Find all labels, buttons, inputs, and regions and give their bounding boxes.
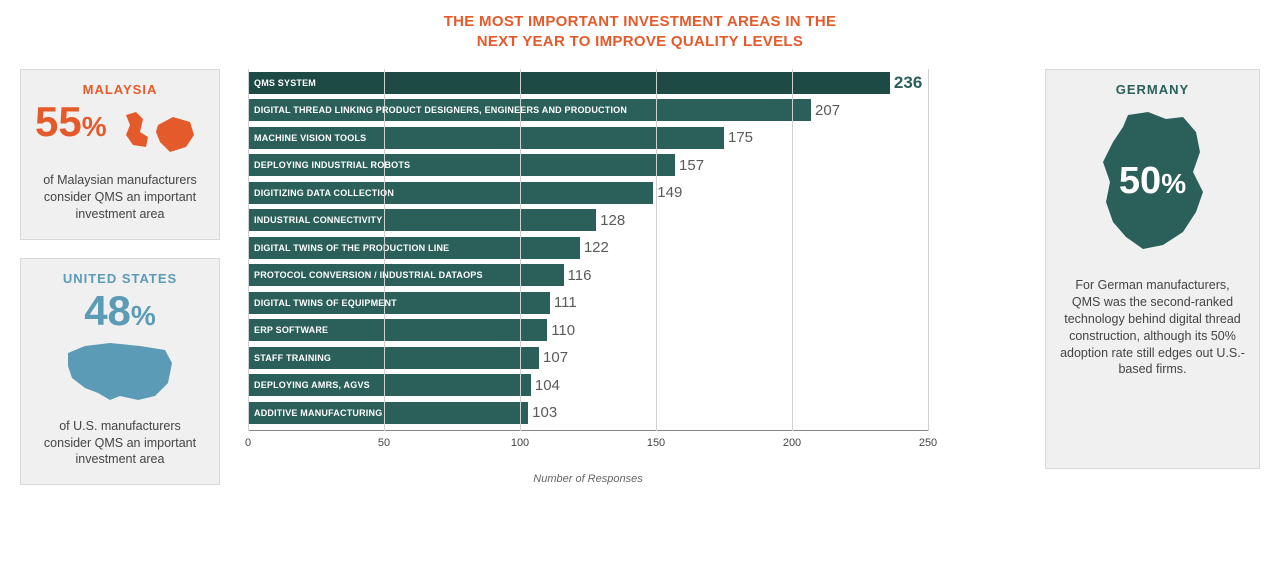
bar: DEPLOYING INDUSTRIAL ROBOTS157 [248, 154, 675, 176]
bar-label: MACHINE VISION TOOLS [248, 133, 366, 143]
title-line-1: THE MOST IMPORTANT INVESTMENT AREAS IN T… [444, 13, 837, 30]
chart-area: 0 50 100 150 200 250 QMS SYSTEM 236 DIGITAL THR… [238, 69, 1027, 499]
bar-label: INDUSTRIAL CONNECTIVITY [248, 215, 382, 225]
us-pct-num: 48 [84, 287, 131, 334]
us-map-icon [35, 338, 205, 408]
right-column: GERMANY 50% For German manufacturers, QM… [1045, 69, 1260, 499]
bar-row: MACHINE VISION TOOLS 175 [248, 124, 928, 152]
bar-row: DEPLOYING INDUSTRIAL ROBOTS 157 [248, 152, 928, 180]
bar-value: 236 [894, 73, 922, 93]
bar-row: DIGITAL TWINS OF EQUIPMENT 111 [248, 289, 928, 317]
malaysia-pct: 55% [35, 101, 107, 143]
bar-value: 207 [815, 102, 840, 119]
malaysia-pct-num: 55 [35, 98, 82, 145]
x-tick-label: 200 [783, 437, 801, 449]
bar: ADDITIVE MANUFACTURING103 [248, 402, 528, 424]
bar-row: STAFF TRAINING 107 [248, 344, 928, 372]
bar-value: 110 [551, 322, 575, 339]
x-tick-label: 100 [511, 437, 529, 449]
us-text: of U.S. manufacturers consider QMS an im… [35, 418, 205, 469]
bar-label: STAFF TRAINING [248, 353, 331, 363]
bar-chart: 050100150200250 QMS SYSTEM236DIGITAL THR… [248, 69, 928, 499]
x-tick-label: 150 [647, 437, 665, 449]
grid-line [384, 69, 385, 431]
malaysia-pct-sign: % [82, 111, 107, 142]
x-tick-label: 0 [245, 437, 251, 449]
bar-label: ERP SOFTWARE [248, 325, 328, 335]
bar-row: PROTOCOL CONVERSION / INDUSTRIAL DATAOPS… [248, 262, 928, 290]
germany-pct-num: 50 [1119, 160, 1161, 202]
germany-pct: 50% [1088, 162, 1218, 200]
malaysia-text: of Malaysian manufacturers consider QMS … [35, 172, 205, 223]
malaysia-card: MALAYSIA 55% of Malaysian manufacturers … [20, 69, 220, 240]
grid-line [928, 69, 929, 431]
bar: DIGITIZING DATA COLLECTION149 [248, 182, 653, 204]
germany-text: For German manufacturers, QMS was the se… [1060, 277, 1245, 378]
bar: DIGITAL TWINS OF EQUIPMENT111 [248, 292, 550, 314]
germany-pct-sign: % [1161, 168, 1186, 199]
bar: STAFF TRAINING107 [248, 347, 539, 369]
bar-value: 128 [600, 212, 625, 229]
bar-row: ADDITIVE MANUFACTURING 103 [248, 399, 928, 427]
x-axis: 050100150200250 [248, 431, 928, 461]
bar-label: PROTOCOL CONVERSION / INDUSTRIAL DATAOPS [248, 270, 483, 280]
malaysia-country-label: MALAYSIA [35, 82, 205, 97]
us-pct: 48% [84, 290, 156, 332]
bar-label: DIGITAL THREAD LINKING PRODUCT DESIGNERS… [248, 105, 627, 115]
bar-row: DEPLOYING AMRS, AGVS 104 [248, 372, 928, 400]
bar-label: QMS SYSTEM [248, 78, 316, 88]
bar: QMS SYSTEM236 [248, 72, 890, 94]
bar-label: DIGITIZING DATA COLLECTION [248, 188, 394, 198]
bar-label: ADDITIVE MANUFACTURING [248, 408, 382, 418]
bar-value: 116 [568, 267, 592, 284]
grid-line [248, 69, 249, 431]
bar-label: DIGITAL TWINS OF EQUIPMENT [248, 298, 397, 308]
bar: DIGITAL TWINS OF THE PRODUCTION LINE122 [248, 237, 580, 259]
bar-row: DIGITIZING DATA COLLECTION 149 [248, 179, 928, 207]
bar-value: 122 [584, 239, 609, 256]
bar-value: 103 [532, 404, 557, 421]
infographic-root: THE MOST IMPORTANT INVESTMENT AREAS IN T… [0, 0, 1280, 574]
germany-map-icon: 50% [1088, 107, 1218, 257]
bar-row: DIGITAL THREAD LINKING PRODUCT DESIGNERS… [248, 97, 928, 125]
x-axis-title: Number of Responses [248, 473, 928, 485]
bar-row: QMS SYSTEM 236 [248, 69, 928, 97]
bar-label: DIGITAL TWINS OF THE PRODUCTION LINE [248, 243, 449, 253]
bar: DIGITAL THREAD LINKING PRODUCT DESIGNERS… [248, 99, 811, 121]
bar: MACHINE VISION TOOLS175 [248, 127, 724, 149]
bar-value: 149 [657, 184, 682, 201]
x-tick-label: 250 [919, 437, 937, 449]
bar-value: 175 [728, 129, 753, 146]
bar-value: 107 [543, 349, 568, 366]
malaysia-map-icon [118, 107, 198, 162]
left-column: MALAYSIA 55% of Malaysian manufacturers … [20, 69, 220, 499]
bar-row: ERP SOFTWARE 110 [248, 317, 928, 345]
us-card: UNITED STATES 48% of U.S. manufacturers … [20, 258, 220, 486]
grid-line [792, 69, 793, 431]
bar-row: DIGITAL TWINS OF THE PRODUCTION LINE 122 [248, 234, 928, 262]
us-pct-sign: % [131, 300, 156, 331]
bar-label: DEPLOYING AMRS, AGVS [248, 380, 370, 390]
bar: INDUSTRIAL CONNECTIVITY128 [248, 209, 596, 231]
grid-line [520, 69, 521, 431]
x-tick-label: 50 [378, 437, 390, 449]
bar-label: DEPLOYING INDUSTRIAL ROBOTS [248, 160, 410, 170]
bars-group: QMS SYSTEM 236 DIGITAL THREAD LINKING PROD… [248, 69, 928, 427]
title-line-2: NEXT YEAR TO IMPROVE QUALITY LEVELS [477, 33, 803, 50]
germany-card: GERMANY 50% For German manufacturers, QM… [1045, 69, 1260, 469]
bar-value: 111 [554, 294, 577, 311]
bar-value: 104 [535, 377, 560, 394]
grid-line [656, 69, 657, 431]
bar: ERP SOFTWARE110 [248, 319, 547, 341]
bar-value: 157 [679, 157, 704, 174]
chart-title: THE MOST IMPORTANT INVESTMENT AREAS IN T… [0, 0, 1280, 51]
bar: DEPLOYING AMRS, AGVS104 [248, 374, 531, 396]
us-country-label: UNITED STATES [35, 271, 205, 286]
germany-country-label: GERMANY [1116, 82, 1189, 97]
bar-row: INDUSTRIAL CONNECTIVITY 128 [248, 207, 928, 235]
main-row: MALAYSIA 55% of Malaysian manufacturers … [0, 51, 1280, 499]
bar: PROTOCOL CONVERSION / INDUSTRIAL DATAOPS… [248, 264, 564, 286]
